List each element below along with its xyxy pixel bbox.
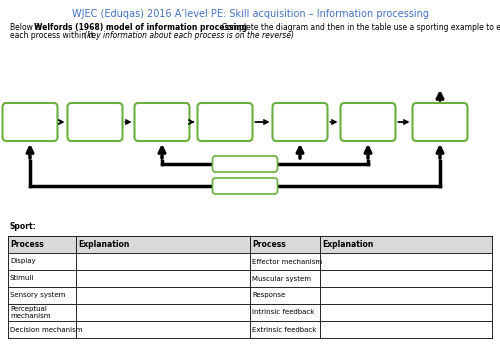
Text: Process: Process — [252, 240, 286, 249]
FancyBboxPatch shape — [198, 103, 252, 141]
Text: Perceptual
mechanism: Perceptual mechanism — [10, 306, 50, 319]
Text: WJEC (Eduqas) 2016 A’level PE: Skill acquisition – Information processing: WJEC (Eduqas) 2016 A’level PE: Skill acq… — [72, 9, 428, 19]
Text: Intrinsic feedback: Intrinsic feedback — [252, 309, 314, 315]
FancyBboxPatch shape — [212, 178, 278, 194]
Text: Effector mechanism: Effector mechanism — [252, 258, 322, 264]
Bar — [8, 236, 492, 253]
Text: Stimuli: Stimuli — [10, 275, 34, 281]
FancyBboxPatch shape — [68, 103, 122, 141]
Text: Process: Process — [10, 240, 44, 249]
FancyBboxPatch shape — [340, 103, 396, 141]
Text: . Complete the diagram and then in the table use a sporting example to explain: . Complete the diagram and then in the t… — [217, 23, 500, 32]
Text: (key information about each process is on the reverse): (key information about each process is o… — [84, 31, 294, 40]
Text: Sport:: Sport: — [10, 222, 37, 231]
FancyBboxPatch shape — [272, 103, 328, 141]
Text: Decision mechanism: Decision mechanism — [10, 326, 83, 332]
Text: Below is: Below is — [10, 23, 44, 32]
Text: Response: Response — [252, 292, 285, 298]
Text: Extrinsic feedback: Extrinsic feedback — [252, 326, 316, 332]
Text: Muscular system: Muscular system — [252, 275, 311, 281]
Text: Explanation: Explanation — [322, 240, 374, 249]
Text: each process within it.: each process within it. — [10, 31, 99, 40]
Text: Explanation: Explanation — [78, 240, 129, 249]
FancyBboxPatch shape — [212, 156, 278, 172]
Text: Welfords (1968) model of information processing: Welfords (1968) model of information pro… — [34, 23, 247, 32]
FancyBboxPatch shape — [412, 103, 468, 141]
FancyBboxPatch shape — [2, 103, 58, 141]
Text: Sensory system: Sensory system — [10, 292, 66, 298]
FancyBboxPatch shape — [134, 103, 190, 141]
Text: Display: Display — [10, 258, 36, 264]
